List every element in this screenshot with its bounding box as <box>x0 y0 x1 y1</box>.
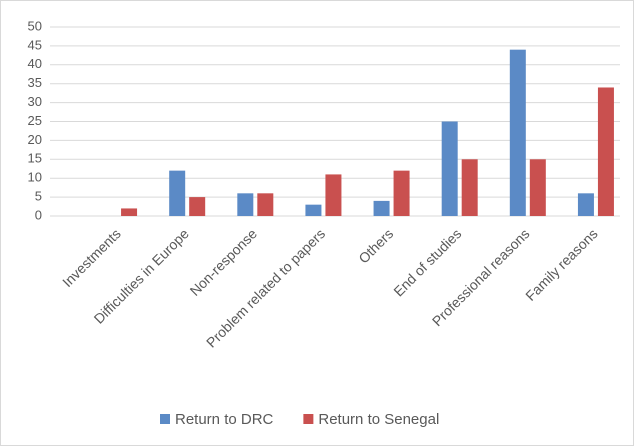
bar <box>257 193 274 216</box>
y-tick-label: 20 <box>28 132 42 147</box>
y-tick-label: 35 <box>28 75 42 90</box>
bar <box>577 193 594 216</box>
bar <box>305 204 322 216</box>
bar <box>461 159 478 216</box>
y-tick-label: 50 <box>28 18 42 33</box>
bar <box>509 49 526 217</box>
legend-swatch <box>160 414 170 424</box>
bar <box>189 197 206 216</box>
bar <box>373 200 390 216</box>
bar <box>441 121 458 216</box>
bar <box>597 87 614 216</box>
bar <box>237 193 254 216</box>
bar <box>393 170 410 216</box>
y-tick-label: 10 <box>28 170 42 185</box>
legend-text: Return to DRC <box>175 411 274 428</box>
y-tick-label: 25 <box>28 113 42 128</box>
y-tick-label: 30 <box>28 94 42 109</box>
y-tick-label: 40 <box>28 56 42 71</box>
bar <box>325 174 342 216</box>
y-tick-label: 5 <box>35 189 42 204</box>
legend-swatch <box>303 414 314 424</box>
y-tick-label: 0 <box>35 207 42 222</box>
bar <box>529 159 546 216</box>
y-tick-label: 45 <box>28 37 42 52</box>
bar <box>169 170 186 216</box>
bar <box>121 208 138 216</box>
legend-text: Return to Senegal <box>318 411 439 428</box>
y-tick-label: 15 <box>28 151 42 166</box>
